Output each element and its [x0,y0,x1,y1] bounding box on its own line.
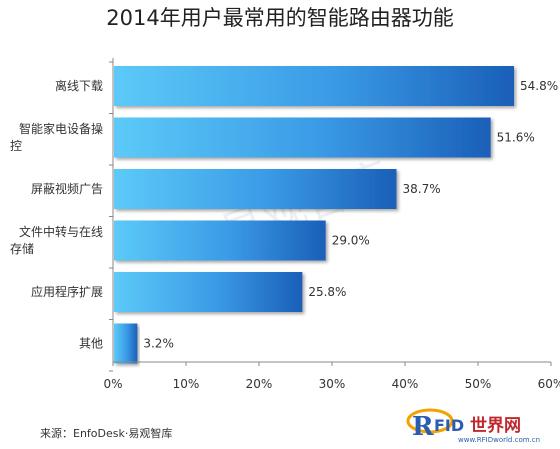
bar [114,66,515,106]
x-tick-label: 20% [246,377,273,391]
category-label: 离线下载 [55,78,103,93]
chart-title: 2014年用户最常用的智能路由器功能 [106,6,454,30]
bar [114,323,138,364]
svg-text:世界网: 世界网 [470,416,521,436]
bar [114,272,303,312]
bar-value-label: 54.8% [520,79,558,93]
svg-text:R: R [412,412,434,442]
category-label: 智能家电设备操 [19,121,103,136]
source-note: 来源：EnfoDesk·易观智库 [40,427,173,440]
x-tick-label: 60% [538,377,560,391]
category-label: 应用程序扩展 [31,284,103,299]
x-tick-label: 0% [103,377,122,391]
svg-text:FID: FID [434,416,464,435]
category-label: 控 [10,139,22,153]
x-tick-label: 30% [319,377,346,391]
bar-value-label: 38.7% [403,182,441,196]
bar-value-label: 3.2% [143,337,174,351]
bar-value-label: 25.8% [308,285,346,299]
x-tick-label: 40% [392,377,419,391]
bar-value-label: 51.6% [497,131,535,145]
rfid-world-logo: R FID 世界网 www.RFIDworld.com.cn [406,408,540,444]
bar [114,169,397,209]
bar [114,117,491,158]
x-tick-label: 50% [465,377,492,391]
category-label: 屏蔽视频广告 [31,181,103,196]
bar [114,220,326,261]
bar-value-label: 29.0% [332,234,370,248]
svg-text:www.RFIDworld.com.cn: www.RFIDworld.com.cn [458,436,540,444]
category-label: 文件中转与在线 [19,224,103,239]
category-label: 存储 [10,241,34,256]
category-label: 其他 [79,337,103,351]
x-tick-label: 10% [173,377,200,391]
